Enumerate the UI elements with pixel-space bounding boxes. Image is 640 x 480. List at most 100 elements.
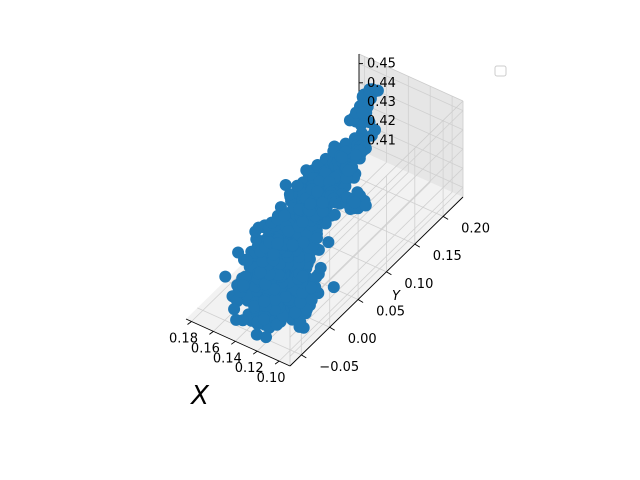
- z-tick-label: 0.42: [367, 114, 396, 129]
- x-tick-label: 0.12: [235, 361, 264, 376]
- scatter-point: [250, 328, 263, 341]
- scatter-point: [263, 268, 276, 281]
- z-tick-label: 0.43: [367, 95, 396, 110]
- scatter-points: [219, 83, 384, 344]
- x-tick-mark: [231, 340, 236, 345]
- x-axis-label: X: [189, 381, 210, 411]
- scatter-point: [256, 255, 269, 268]
- grid-line-y: [197, 307, 302, 356]
- scatter-point: [269, 293, 282, 306]
- scatter-point: [316, 205, 329, 218]
- z-tick-label: 0.44: [367, 76, 396, 91]
- scatter-point: [323, 176, 336, 188]
- y-tick-label: 0.00: [348, 332, 377, 347]
- scatter-point: [363, 83, 376, 96]
- scatter-point: [305, 281, 318, 294]
- x-tick-mark: [274, 360, 280, 365]
- x-tick-mark: [252, 350, 258, 355]
- scatter-point: [348, 196, 361, 209]
- scatter-point: [270, 318, 283, 331]
- scatter-point: [241, 254, 254, 267]
- scatter-point: [249, 225, 262, 238]
- z-tick-label: 0.41: [367, 133, 396, 148]
- pane-edge: [358, 53, 464, 102]
- scatter-point: [237, 279, 250, 292]
- scatter-point: [316, 196, 329, 209]
- scatter-point: [305, 294, 318, 306]
- scatter-point: [248, 300, 261, 312]
- scatter-point: [336, 151, 348, 164]
- y-axis-line: [289, 196, 464, 367]
- scatter-point: [342, 164, 355, 177]
- x-tick-mark: [187, 321, 192, 325]
- legend: [494, 65, 507, 77]
- y-tick-label: 0.10: [404, 277, 433, 292]
- x-tick-label: 0.16: [191, 341, 220, 356]
- scatter-point: [291, 179, 304, 192]
- scatter-point: [310, 271, 323, 284]
- y-tick-mark: [301, 354, 307, 359]
- scatter-point: [230, 313, 243, 326]
- scatter-point: [294, 296, 307, 309]
- grid-line-z: [289, 187, 464, 357]
- scatter-point: [268, 283, 281, 296]
- scatter-point: [257, 313, 270, 326]
- scatter-point: [311, 185, 324, 198]
- scatter-point: [259, 278, 272, 291]
- y-tick-label: −0.05: [319, 360, 359, 375]
- x-tick-label: 0.10: [257, 371, 286, 386]
- scatter-point: [232, 246, 245, 259]
- scatter-point: [219, 270, 232, 283]
- scatter-point: [313, 175, 326, 188]
- scatter-point: [328, 208, 341, 221]
- y-tick-label: 0.20: [461, 221, 490, 236]
- grid-line-x: [278, 191, 453, 362]
- x-tick-label: 0.18: [169, 332, 198, 347]
- y-tick-mark: [442, 216, 449, 220]
- x-tick-mark: [209, 331, 214, 335]
- scatter-point: [267, 248, 280, 261]
- scatter-point: [349, 149, 362, 161]
- grid-line-z: [289, 167, 464, 338]
- scatter-point: [294, 315, 307, 328]
- scatter-point: [359, 199, 372, 212]
- scatter-point: [282, 225, 295, 238]
- scatter-point: [293, 203, 306, 216]
- scatter-point: [272, 268, 285, 281]
- grid-line-z: [358, 140, 464, 188]
- scatter-point: [314, 261, 327, 274]
- tick-labels: 0.100.120.140.160.18−0.050.000.050.100.1…: [169, 57, 490, 387]
- y-tick-mark: [329, 326, 335, 331]
- x-axis-line: [185, 318, 291, 367]
- scatter-point: [327, 281, 340, 294]
- y-axis-label: Y: [392, 289, 401, 304]
- scatter-point: [228, 303, 241, 316]
- scatter-point: [311, 232, 323, 245]
- scatter-point: [304, 197, 317, 210]
- scatter-point: [286, 239, 299, 252]
- scatter-point: [254, 266, 267, 279]
- scatter-point: [271, 237, 284, 250]
- scatter-point: [283, 188, 296, 201]
- scatter-point: [289, 306, 302, 319]
- y-tick-label: 0.05: [376, 305, 405, 320]
- scatter-point: [260, 331, 272, 344]
- scatter-point: [356, 106, 369, 119]
- x-tick-label: 0.14: [213, 351, 242, 366]
- grid-line-z: [358, 63, 464, 111]
- y-tick-label: 0.15: [433, 249, 462, 264]
- scatter-point: [322, 236, 335, 249]
- y-tick-mark: [414, 243, 421, 248]
- scatter-point: [296, 270, 309, 283]
- scatter-point: [296, 216, 309, 228]
- grid-line-z: [358, 101, 464, 150]
- scatter-point: [258, 295, 271, 308]
- y-tick-mark: [386, 271, 392, 276]
- scatter-point: [279, 179, 292, 191]
- z-tick-label: 0.45: [367, 57, 396, 72]
- scatter-point: [278, 209, 291, 222]
- scatter-point: [297, 236, 310, 249]
- scatter-point: [279, 291, 292, 303]
